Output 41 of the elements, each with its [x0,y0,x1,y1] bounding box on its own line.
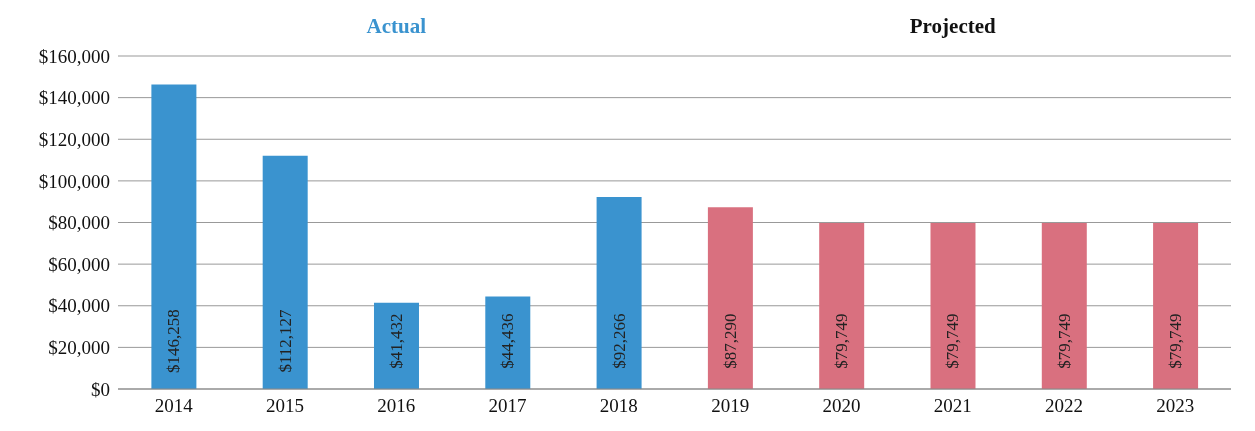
x-tick-label: 2021 [933,395,972,417]
y-tick-label: $40,000 [48,295,110,317]
text: Projected [908,14,997,39]
x-tick-label: 2020 [822,395,861,417]
bar [819,223,865,389]
bar [707,207,753,389]
y-tick-label: $60,000 [48,253,110,275]
bar [485,296,531,389]
x-tick-label: 2018 [599,395,638,417]
bar [930,223,976,389]
y-tick-label: $160,000 [38,45,110,67]
bar [1153,223,1199,389]
data-label: $79,749 [1054,313,1074,369]
x-tick-label: 2023 [1156,395,1195,417]
y-tick-label: $80,000 [48,212,110,234]
data-label: $44,436 [498,313,518,369]
bar [151,84,197,389]
x-tick-label: 2014 [154,395,194,417]
data-label: $112,127 [275,308,295,373]
y-tick-label: $20,000 [48,337,110,359]
x-tick-label: 2017 [488,395,527,417]
x-tick-label: 2016 [377,395,416,417]
y-tick-label: $140,000 [38,87,110,109]
bar [1041,223,1087,389]
bar [373,302,419,389]
y-tick-label: $0 [91,378,110,400]
x-tick-label: 2022 [1045,395,1084,417]
y-tick-label: $120,000 [38,128,110,150]
x-tick-label: 2019 [711,395,750,417]
data-label: $79,749 [1166,313,1186,369]
data-label: $41,432 [386,313,406,369]
bar [596,196,642,389]
data-label: $92,266 [609,313,629,369]
y-tick-label: $100,000 [38,170,110,192]
data-label: $87,290 [720,313,740,369]
bar [262,155,308,389]
x-tick-label: 2015 [265,395,304,417]
data-label: $79,749 [943,313,963,369]
data-label: $79,749 [832,313,852,369]
data-label: $146,258 [164,309,184,373]
text: Actual [365,14,427,39]
